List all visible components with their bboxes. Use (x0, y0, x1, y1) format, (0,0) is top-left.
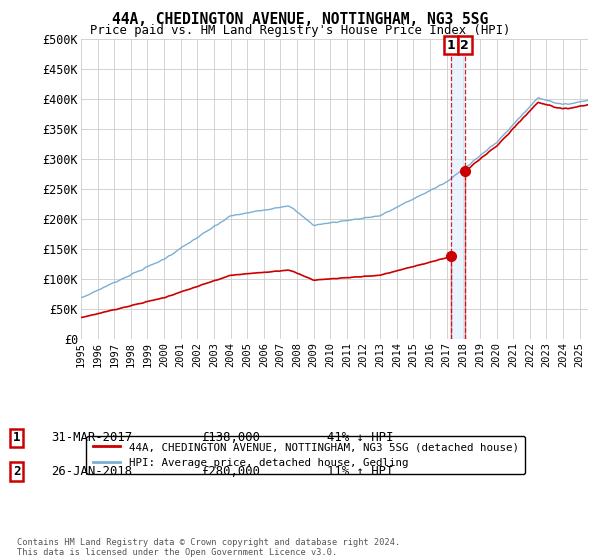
Text: Contains HM Land Registry data © Crown copyright and database right 2024.
This d: Contains HM Land Registry data © Crown c… (17, 538, 400, 557)
Text: 1: 1 (446, 39, 455, 52)
Text: Price paid vs. HM Land Registry's House Price Index (HPI): Price paid vs. HM Land Registry's House … (90, 24, 510, 37)
Text: 41% ↓ HPI: 41% ↓ HPI (327, 431, 394, 445)
Text: 26-JAN-2018: 26-JAN-2018 (51, 465, 132, 478)
Text: 44A, CHEDINGTON AVENUE, NOTTINGHAM, NG3 5SG: 44A, CHEDINGTON AVENUE, NOTTINGHAM, NG3 … (112, 12, 488, 27)
Bar (451, 39, 465, 339)
Text: £280,000: £280,000 (201, 465, 260, 478)
Text: 2: 2 (13, 465, 20, 478)
Text: 2: 2 (460, 39, 469, 52)
Text: £138,000: £138,000 (201, 431, 260, 445)
Text: 1: 1 (13, 431, 20, 445)
Text: 31-MAR-2017: 31-MAR-2017 (51, 431, 132, 445)
Legend: 44A, CHEDINGTON AVENUE, NOTTINGHAM, NG3 5SG (detached house), HPI: Average price: 44A, CHEDINGTON AVENUE, NOTTINGHAM, NG3 … (86, 436, 525, 474)
Text: 11% ↑ HPI: 11% ↑ HPI (327, 465, 394, 478)
